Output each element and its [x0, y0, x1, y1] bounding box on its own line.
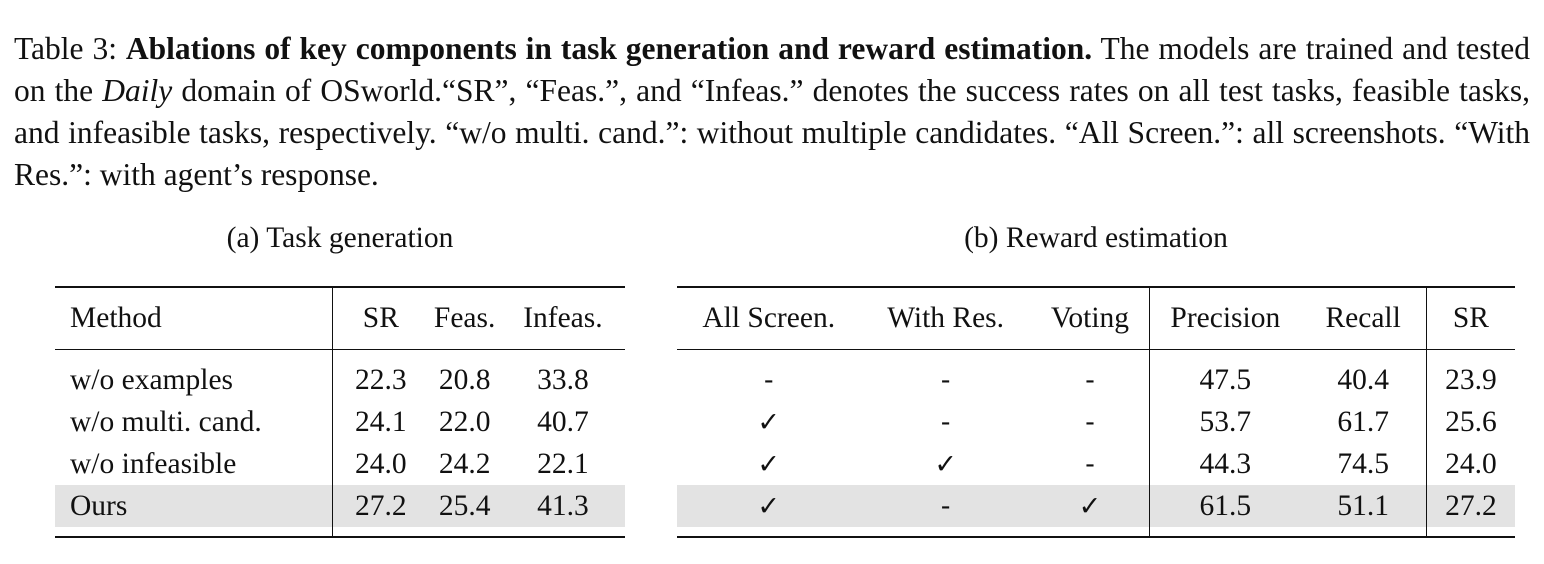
header-precision: Precision: [1149, 286, 1301, 350]
header-with-res: With Res.: [860, 286, 1031, 350]
header-feas: Feas.: [428, 286, 501, 350]
all-screen-cell: -: [763, 364, 774, 396]
infeas-cell: 41.3: [500, 485, 625, 527]
feas-cell: 25.4: [428, 485, 501, 527]
feas-cell: 22.0: [438, 405, 491, 438]
all-screen-cell: ✓: [757, 406, 781, 438]
sr-cell: 24.1: [332, 401, 429, 443]
table-row: w/o infeasible 24.0 24.2 22.1: [55, 443, 625, 485]
voting-cell: -: [1085, 448, 1095, 480]
table-bottom-rule: [55, 527, 625, 538]
table-row: ✓ ✓ - 44.3 74.5 24.0: [677, 443, 1515, 485]
with-res-cell: -: [860, 485, 1031, 527]
sr-cell: 23.9: [1425, 349, 1515, 401]
table-header-row: Method SR Feas. Infeas.: [55, 286, 625, 350]
sr-cell: 24.0: [1425, 443, 1515, 485]
table-row: - - - 47.5 40.4 23.9: [677, 349, 1515, 401]
method-cell: w/o multi. cand.: [70, 405, 262, 438]
header-voting: Voting: [1030, 286, 1150, 350]
voting-cell: -: [1085, 406, 1095, 438]
sr-cell: 22.3: [332, 349, 429, 401]
table-bottom-rule: [677, 527, 1515, 538]
subcaption-task-generation: (a) Task generation: [226, 222, 454, 254]
table-row: w/o multi. cand. 24.1 22.0 40.7: [55, 401, 625, 443]
with-res-cell: ✓: [934, 448, 957, 480]
table-header-row: All Screen. With Res. Voting Precision R…: [677, 286, 1515, 350]
sr-cell: 27.2: [332, 485, 429, 527]
voting-cell: -: [1085, 364, 1095, 396]
method-cell: w/o examples: [70, 363, 234, 396]
sr-cell: 25.6: [1425, 401, 1515, 443]
method-cell: Ours: [55, 485, 333, 527]
with-res-cell: -: [940, 406, 951, 438]
reward-estimation-table: All Screen. With Res. Voting Precision R…: [677, 286, 1515, 538]
infeas-cell: 22.1: [537, 447, 589, 480]
precision-cell: 44.3: [1149, 443, 1301, 485]
feas-cell: 20.8: [438, 363, 491, 396]
header-sr: SR: [332, 286, 429, 350]
caption-domain: Daily: [102, 73, 173, 108]
header-recall: Recall: [1300, 286, 1427, 350]
header-method: Method: [55, 286, 333, 350]
precision-cell: 47.5: [1149, 349, 1301, 401]
caption-label: Table 3:: [14, 31, 117, 66]
caption-title: Ablations of key components in task gene…: [125, 31, 1093, 66]
table-row: w/o examples 22.3 20.8 33.8: [55, 349, 625, 401]
header-infeas: Infeas.: [500, 286, 625, 350]
precision-cell: 61.5: [1149, 485, 1301, 527]
caption-text-1: The models are trained and tested on the: [14, 31, 1530, 108]
method-cell: w/o infeasible: [70, 447, 237, 480]
feas-cell: 24.2: [438, 447, 491, 480]
recall-cell: 40.4: [1337, 363, 1389, 396]
caption-text-2: domain of OSworld.“SR”, “Feas.”, and “In…: [14, 73, 1530, 192]
all-screen-cell: ✓: [677, 485, 861, 527]
recall-cell: 51.1: [1300, 485, 1427, 527]
table-row-highlighted: Ours 27.2 25.4 41.3: [55, 485, 625, 527]
infeas-cell: 40.7: [537, 405, 589, 438]
header-sr: SR: [1425, 286, 1515, 350]
precision-cell: 53.7: [1149, 401, 1301, 443]
infeas-cell: 33.8: [537, 363, 589, 396]
table-caption: Table 3: Ablations of key components in …: [14, 28, 1530, 196]
sr-cell: 24.0: [332, 443, 429, 485]
with-res-cell: -: [940, 364, 951, 396]
table-row-highlighted: ✓ - ✓ 61.5 51.1 27.2: [677, 485, 1515, 527]
all-screen-cell: ✓: [757, 448, 781, 480]
voting-cell: ✓: [1030, 485, 1150, 527]
header-all-screen: All Screen.: [677, 286, 861, 350]
table-row: ✓ - - 53.7 61.7 25.6: [677, 401, 1515, 443]
task-generation-table: Method SR Feas. Infeas. w/o examples 22.…: [55, 286, 625, 538]
recall-cell: 74.5: [1337, 447, 1389, 480]
subcaption-reward-estimation: (b) Reward estimation: [964, 222, 1228, 254]
sr-cell: 27.2: [1425, 485, 1515, 527]
recall-cell: 61.7: [1337, 405, 1389, 438]
